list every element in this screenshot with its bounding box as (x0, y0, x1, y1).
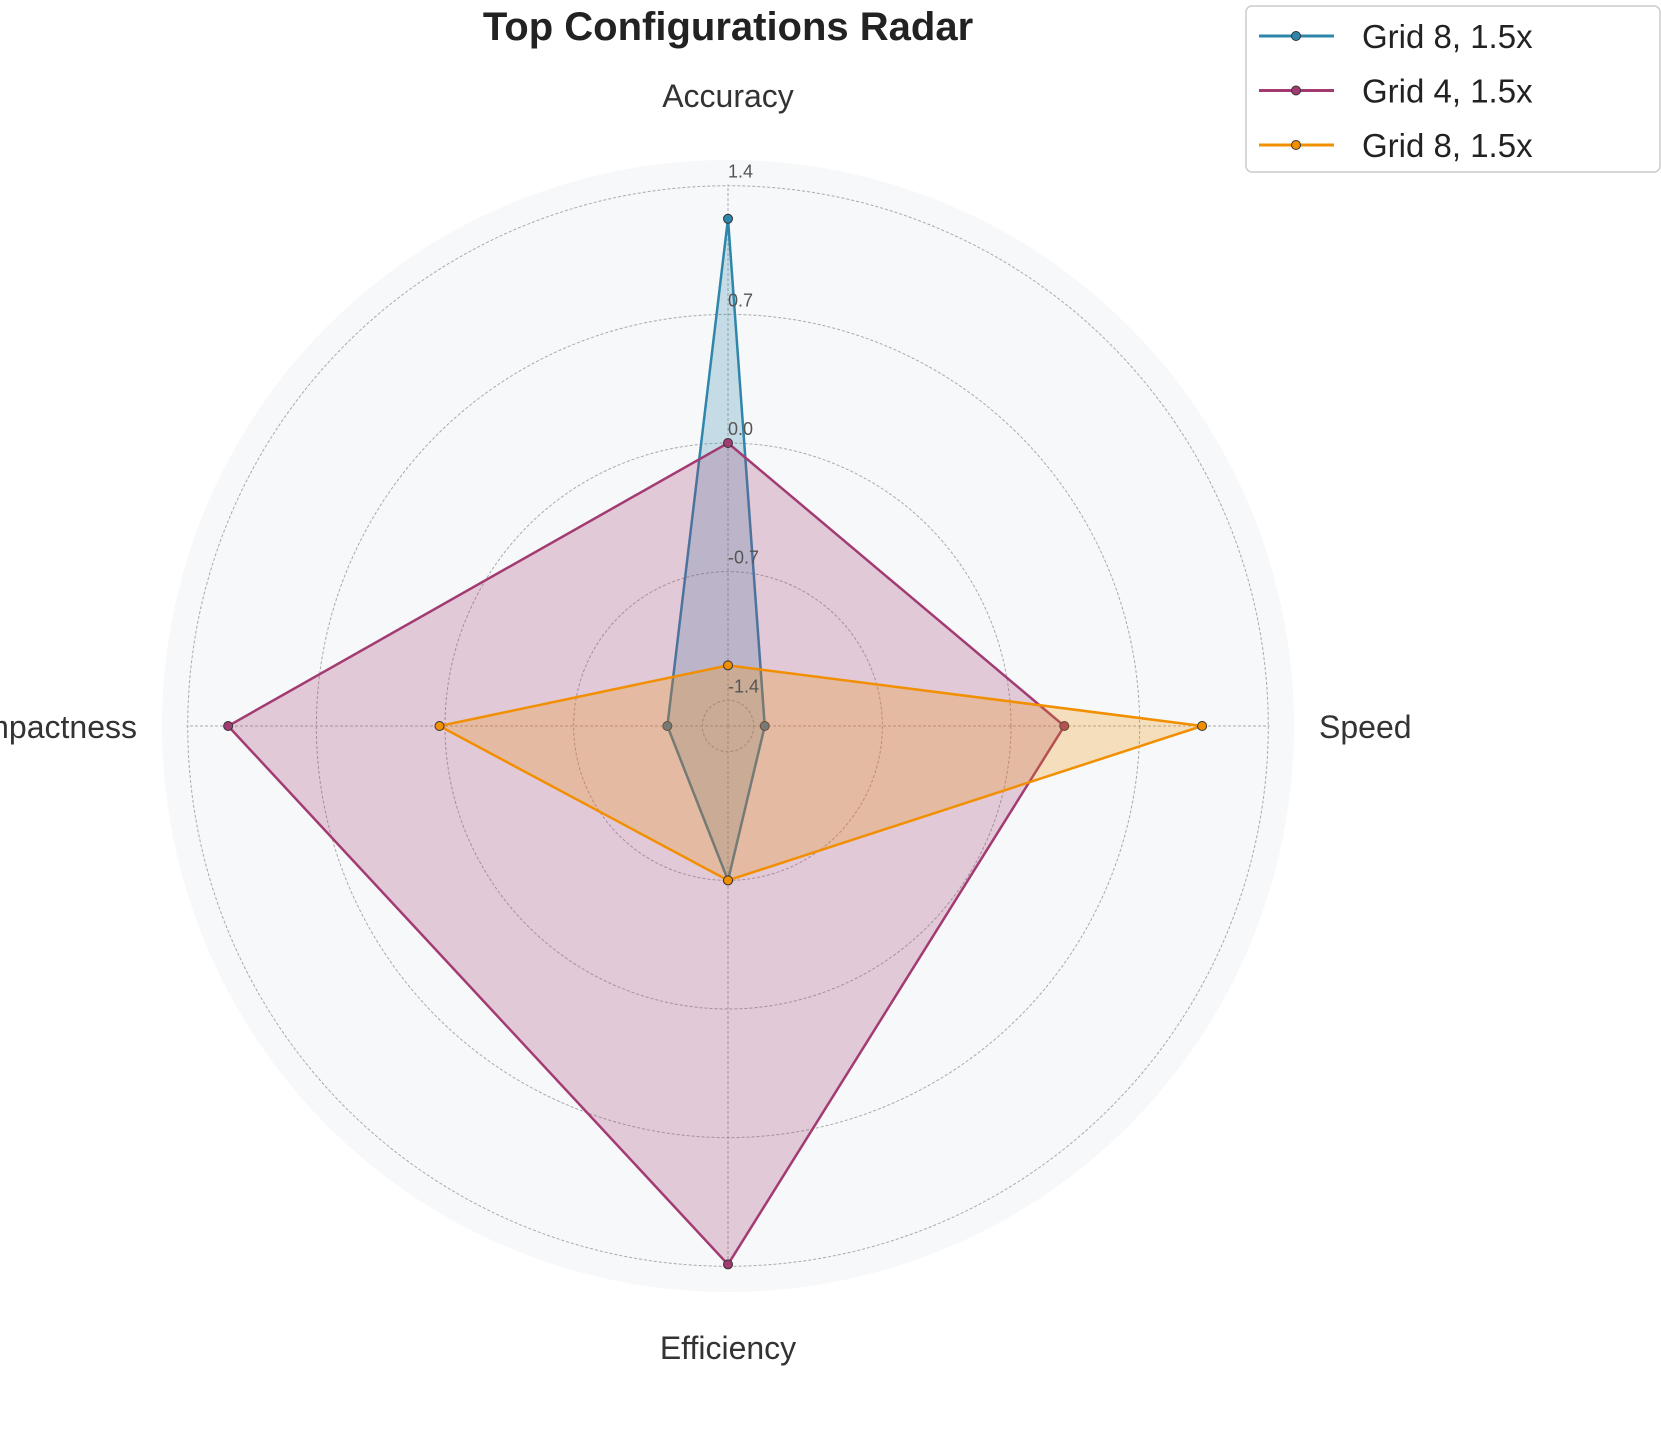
series-point-1 (723, 1259, 733, 1270)
rtick-label: -0.7 (728, 548, 759, 568)
chart-title: Top Configurations Radar (483, 5, 973, 49)
series-point-2 (723, 875, 733, 886)
legend-marker-2 (1291, 140, 1301, 150)
series-point-1 (1059, 721, 1070, 731)
series-fill-0 (667, 218, 765, 881)
axis-label-efficiency: Efficiency (660, 1330, 796, 1366)
axis-label-accuracy: Accuracy (662, 78, 794, 114)
series-point-0 (759, 721, 770, 731)
rtick-label: 0.0 (728, 419, 753, 439)
rtick-label: -1.4 (728, 676, 759, 696)
series-point-1 (723, 438, 733, 448)
rtick-label: 0.7 (728, 290, 753, 310)
series-point-0 (723, 213, 733, 224)
series-point-2 (723, 660, 733, 671)
legend-marker-0 (1291, 31, 1301, 41)
axis-label-compactness: Compactness (0, 709, 137, 745)
legend (1245, 5, 1661, 173)
series-point-2 (434, 721, 445, 731)
series-point-2 (1197, 721, 1208, 731)
rtick-label: 1.4 (728, 162, 753, 182)
legend-label-1: Grid 4, 1.5x (1362, 73, 1533, 110)
series-point-1 (223, 721, 234, 731)
axis-label-speed: Speed (1319, 709, 1412, 745)
legend-label-0: Grid 8, 1.5x (1362, 18, 1533, 55)
series-point-0 (662, 721, 673, 731)
legend-label-2: Grid 8, 1.5x (1362, 127, 1533, 164)
legend-marker-1 (1291, 85, 1301, 96)
